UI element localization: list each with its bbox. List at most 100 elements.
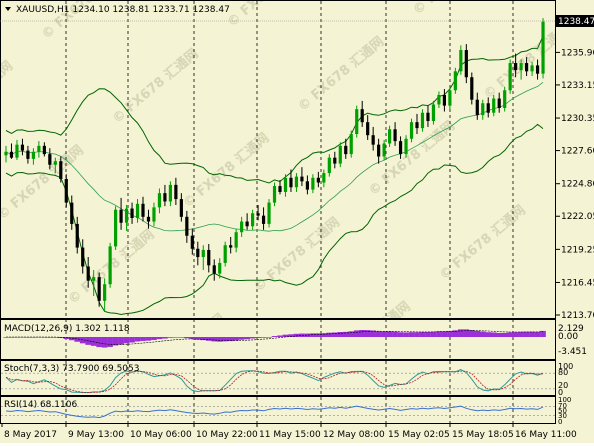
macd-bar <box>74 337 81 342</box>
macd-bar <box>441 331 448 337</box>
macd-plot <box>3 329 546 348</box>
candle-body <box>261 215 266 224</box>
rsi-plot <box>1 405 555 419</box>
candle-body <box>48 154 52 165</box>
candle-body <box>349 134 353 155</box>
macd-bar <box>195 337 201 340</box>
candle-body <box>486 103 490 113</box>
candle-body <box>481 103 485 116</box>
candle-body <box>519 63 523 71</box>
current-price-label: 1238.47 <box>558 17 594 27</box>
time-axis: 8 May 2017 9 May 13:00 10 May 06:00 10 May … <box>1 423 577 440</box>
macd-bar <box>540 330 546 337</box>
macd-bar <box>353 330 360 337</box>
macd-bar <box>145 337 152 341</box>
macd-bar <box>140 337 146 341</box>
candle-body <box>168 184 172 202</box>
candle-body <box>146 216 151 222</box>
candle-body <box>311 177 315 190</box>
candle-body <box>355 109 359 135</box>
candle-body <box>316 177 320 183</box>
candle-body <box>272 186 277 203</box>
price-axis: 1235.90 1233.15 1230.35 1227.60 1224.80 1222.… <box>556 48 594 321</box>
macd-bar <box>463 329 470 337</box>
macd-bar <box>151 337 157 340</box>
macd-bar <box>156 337 163 340</box>
macd-bar <box>348 331 355 337</box>
macd-bar <box>288 334 294 337</box>
macd-bar <box>249 337 256 339</box>
macd-bar <box>315 333 322 337</box>
macd-bar <box>496 332 502 337</box>
macd-tick: 2.129 <box>558 324 584 334</box>
macd-bar <box>397 332 404 337</box>
macd-bar <box>326 332 333 337</box>
stoch-panel-frame <box>0 360 556 396</box>
candle-body <box>371 135 375 145</box>
price-tick-label: 1216.45 <box>561 278 594 288</box>
macd-bar <box>430 331 437 337</box>
candle-body <box>42 145 46 155</box>
candle-body <box>525 63 529 72</box>
macd-bar <box>68 337 75 341</box>
candle-body <box>20 144 25 151</box>
candle-body <box>409 122 414 139</box>
stoch-tick: 0 <box>558 388 563 397</box>
candle-body <box>514 63 518 71</box>
candle-body <box>75 223 79 248</box>
candle-body <box>218 262 222 274</box>
macd-bar <box>370 330 376 337</box>
candle-body <box>289 177 293 188</box>
candle-body <box>305 181 309 190</box>
candle-body <box>229 245 233 248</box>
macd-bar <box>227 337 234 342</box>
candle-body <box>251 213 255 227</box>
rsi-line <box>5 405 544 419</box>
band-upper <box>5 35 544 184</box>
band-middle <box>5 81 544 232</box>
macd-bar <box>118 337 124 345</box>
current-price-tag: 1238.47 <box>556 15 594 27</box>
macd-bar <box>211 337 218 342</box>
candle-body <box>163 193 167 202</box>
macd-bar <box>375 331 382 337</box>
candle-body <box>256 213 260 216</box>
candle-body <box>86 266 90 281</box>
band-lower <box>5 123 544 316</box>
macd-bar <box>162 337 168 339</box>
time-tick-label: 15 May 18:05 <box>452 430 514 440</box>
price-tick-label: 1235.90 <box>561 48 594 58</box>
candle-body <box>59 161 63 179</box>
macd-bar <box>479 331 486 337</box>
macd-signal-line <box>6 330 544 345</box>
candle-body <box>130 208 134 219</box>
macd-bar <box>41 336 48 338</box>
macd-tick: 0.00 <box>558 332 578 342</box>
macd-bar <box>233 337 239 341</box>
macd-bar <box>419 331 426 337</box>
macd-bar <box>129 337 135 343</box>
macd-bar <box>310 333 316 337</box>
macd-bar <box>425 331 431 337</box>
candle-body <box>245 221 249 227</box>
dropdown-triangle-icon[interactable] <box>5 7 11 11</box>
macd-bar <box>123 337 130 344</box>
candle-body <box>64 178 68 203</box>
time-tick-label: 11 May 15:00 <box>259 430 321 440</box>
candle-body <box>223 245 227 263</box>
macd-bar <box>490 332 497 337</box>
macd-bar <box>293 333 300 337</box>
stoch-tick: 80 <box>558 368 568 377</box>
macd-bar <box>79 337 86 344</box>
rsi-tick: 0 <box>558 418 562 426</box>
candle-body <box>393 129 397 142</box>
macd-bar <box>529 331 535 337</box>
candle-body <box>333 157 337 164</box>
macd-bar <box>134 337 141 342</box>
candle-body <box>234 232 238 248</box>
price-tick-label: 1230.35 <box>561 114 594 124</box>
macd-bar <box>342 331 349 337</box>
candle-body <box>382 143 386 157</box>
